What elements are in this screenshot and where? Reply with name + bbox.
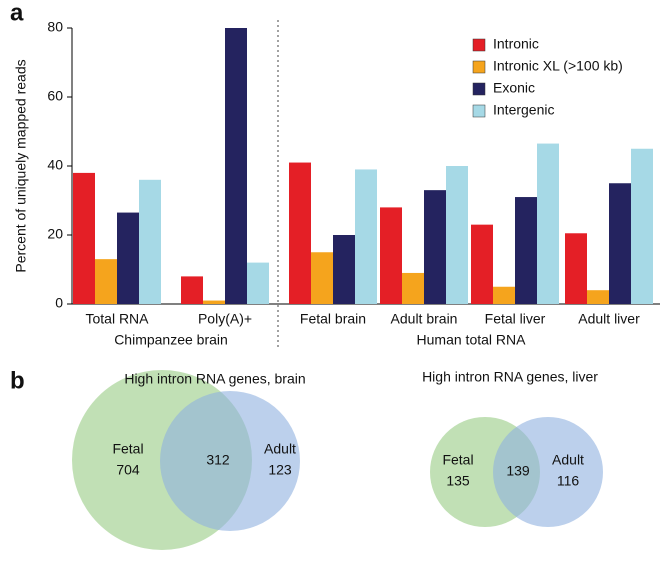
bar (402, 272, 424, 304)
y-tick-label: 60 (47, 88, 63, 104)
venn-count: 312 (206, 452, 230, 468)
x-tick-label: Fetal brain (300, 311, 366, 327)
x-tick-label: Adult liver (578, 311, 640, 327)
bar (117, 212, 139, 304)
venn-count: 135 (446, 473, 470, 489)
group-label: Human total RNA (417, 332, 527, 348)
venn-count: 704 (116, 462, 140, 478)
bar (203, 300, 225, 304)
legend-label: Exonic (493, 80, 535, 96)
y-axis-label: Percent of uniquely mapped reads (13, 59, 29, 272)
venn-circle (160, 391, 300, 531)
x-tick-label: Poly(A)+ (198, 311, 252, 327)
bar (565, 233, 587, 304)
bar (333, 235, 355, 304)
venn-title: High intron RNA genes, liver (422, 369, 598, 385)
venn-label: Fetal (442, 452, 473, 468)
x-tick-label: Fetal liver (485, 311, 546, 327)
venn-count: 139 (506, 463, 530, 479)
bar (471, 224, 493, 304)
legend-label: Intronic XL (>100 kb) (493, 58, 623, 74)
bar (515, 197, 537, 304)
legend-label: Intergenic (493, 102, 554, 118)
bar (289, 162, 311, 304)
legend-swatch (472, 104, 486, 118)
bar (355, 169, 377, 304)
bar (225, 28, 247, 304)
y-tick-label: 0 (55, 295, 63, 311)
y-tick-label: 40 (47, 157, 63, 173)
x-tick-label: Total RNA (85, 311, 149, 327)
bar (493, 286, 515, 304)
bar (609, 183, 631, 304)
bar (424, 190, 446, 304)
panel-label: a (10, 0, 24, 26)
legend-swatch (472, 82, 486, 96)
panel-label: b (10, 367, 25, 394)
venn-label: Adult (264, 441, 296, 457)
venn-title: High intron RNA genes, brain (124, 371, 305, 387)
bar (380, 207, 402, 304)
y-tick-label: 20 (47, 226, 63, 242)
bar (181, 276, 203, 304)
bar (95, 259, 117, 304)
bar (537, 143, 559, 304)
venn-count: 116 (557, 473, 580, 489)
venn-count: 123 (268, 462, 292, 478)
legend-swatch (472, 38, 486, 52)
venn-label: Adult (552, 452, 584, 468)
group-label: Chimpanzee brain (114, 332, 228, 348)
bar (587, 290, 609, 304)
bar (139, 179, 161, 304)
y-tick-label: 80 (47, 19, 63, 35)
legend-label: Intronic (493, 36, 539, 52)
bar (631, 148, 653, 304)
venn-label: Fetal (112, 441, 143, 457)
bar (247, 262, 269, 304)
venn-circle (493, 417, 603, 527)
bar (73, 172, 95, 304)
x-tick-label: Adult brain (391, 311, 458, 327)
legend-swatch (472, 60, 486, 74)
bar (311, 252, 333, 304)
bar (446, 166, 468, 304)
